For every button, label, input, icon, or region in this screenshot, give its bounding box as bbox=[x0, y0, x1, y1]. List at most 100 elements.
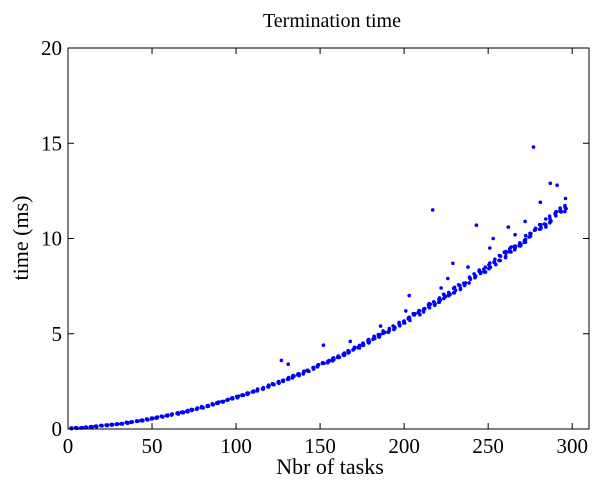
data-point bbox=[488, 261, 492, 265]
data-point bbox=[291, 374, 296, 379]
data-point bbox=[433, 302, 437, 306]
data-point bbox=[266, 385, 271, 389]
data-point bbox=[206, 404, 211, 409]
data-point bbox=[474, 223, 479, 227]
y-tick-label: 10 bbox=[41, 227, 62, 251]
data-point bbox=[175, 411, 179, 416]
data-point bbox=[446, 276, 450, 281]
data-point bbox=[523, 219, 527, 224]
data-point bbox=[503, 254, 508, 259]
data-point bbox=[225, 398, 230, 402]
data-point bbox=[387, 328, 392, 332]
data-point bbox=[221, 400, 225, 404]
x-axis-ticks: 0 50 100 150 200 250 300 bbox=[63, 48, 588, 458]
data-point bbox=[367, 339, 372, 344]
y-tick-label: 20 bbox=[41, 36, 62, 60]
data-point bbox=[189, 407, 194, 412]
data-point bbox=[180, 410, 185, 414]
data-point bbox=[543, 222, 548, 226]
data-point bbox=[165, 413, 169, 418]
data-point bbox=[145, 418, 150, 422]
data-point bbox=[296, 372, 300, 376]
data-point bbox=[563, 196, 568, 201]
data-point bbox=[170, 412, 174, 417]
x-tick-label: 200 bbox=[388, 434, 420, 458]
data-point bbox=[563, 209, 567, 214]
chart-title: Termination time bbox=[263, 10, 401, 32]
data-point bbox=[506, 225, 511, 229]
data-point bbox=[457, 283, 462, 288]
data-point bbox=[342, 352, 347, 357]
data-point bbox=[160, 414, 164, 419]
data-point bbox=[407, 293, 412, 298]
data-point bbox=[195, 407, 199, 411]
data-point bbox=[447, 292, 452, 296]
data-point bbox=[311, 365, 316, 370]
data-point bbox=[513, 246, 517, 250]
data-point bbox=[361, 341, 366, 346]
data-point bbox=[554, 210, 558, 214]
data-point bbox=[285, 377, 290, 381]
data-point bbox=[271, 382, 275, 387]
data-point bbox=[320, 361, 325, 366]
data-point bbox=[373, 336, 377, 341]
data-point bbox=[281, 378, 286, 383]
data-point bbox=[236, 394, 241, 399]
data-point bbox=[154, 416, 159, 420]
y-axis-ticks: 0 5 10 15 20 bbox=[41, 36, 589, 441]
data-point bbox=[439, 286, 443, 290]
data-point bbox=[261, 387, 265, 392]
data-point bbox=[94, 424, 99, 429]
data-point bbox=[337, 355, 341, 360]
data-point bbox=[306, 369, 310, 373]
data-point bbox=[558, 206, 562, 210]
data-point bbox=[321, 343, 326, 348]
data-point bbox=[548, 216, 552, 221]
data-point bbox=[348, 339, 353, 344]
data-point bbox=[467, 281, 471, 285]
data-point bbox=[210, 402, 215, 406]
data-point bbox=[241, 393, 245, 397]
data-point bbox=[452, 285, 457, 290]
data-point bbox=[451, 261, 455, 266]
data-point bbox=[325, 360, 330, 365]
data-point bbox=[276, 380, 281, 384]
data-point bbox=[528, 234, 533, 238]
data-point bbox=[105, 423, 110, 427]
data-point bbox=[427, 301, 432, 306]
data-point bbox=[246, 391, 250, 396]
y-tick-label: 5 bbox=[52, 322, 63, 346]
data-point bbox=[483, 270, 488, 274]
x-tick-label: 0 bbox=[63, 434, 74, 458]
data-point bbox=[553, 213, 558, 217]
x-tick-label: 300 bbox=[556, 434, 588, 458]
data-point bbox=[129, 420, 133, 425]
data-point bbox=[452, 291, 457, 295]
data-point bbox=[417, 308, 421, 313]
data-point bbox=[493, 257, 497, 262]
data-point bbox=[492, 260, 496, 265]
y-axis-label: time (ms) bbox=[8, 196, 33, 281]
data-point bbox=[251, 390, 256, 394]
data-point bbox=[201, 406, 206, 410]
data-point bbox=[134, 419, 139, 423]
data-point bbox=[487, 266, 491, 271]
data-point bbox=[482, 267, 486, 272]
data-point bbox=[126, 420, 130, 425]
data-point bbox=[488, 246, 492, 250]
data-point bbox=[301, 371, 306, 375]
data-point bbox=[391, 324, 395, 328]
data-point bbox=[458, 286, 463, 291]
data-point bbox=[346, 351, 351, 355]
data-point bbox=[548, 181, 553, 186]
data-point bbox=[357, 343, 362, 348]
data-point bbox=[504, 251, 508, 256]
data-point bbox=[498, 254, 503, 258]
data-point bbox=[533, 227, 537, 232]
y-tick-label: 15 bbox=[41, 131, 62, 155]
data-point bbox=[537, 222, 542, 227]
data-point bbox=[352, 347, 356, 351]
data-point bbox=[491, 236, 496, 241]
x-tick-label: 100 bbox=[220, 434, 252, 458]
